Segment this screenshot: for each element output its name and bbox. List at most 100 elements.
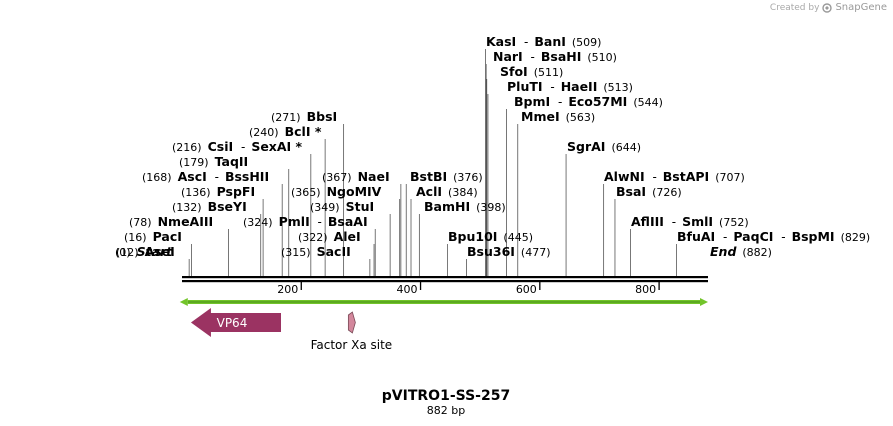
site-enzyme-name: SfoI	[500, 64, 528, 79]
credit: Created by SnapGene	[770, 2, 887, 13]
site-label: (324) PmlI - BsaAI	[243, 214, 368, 229]
site-separator: -	[547, 80, 555, 94]
site-separator: -	[649, 170, 657, 184]
site-enzyme-name: SacII	[317, 244, 351, 259]
site-label: BstBI (376)	[410, 169, 483, 184]
site-enzyme-name: BssHII	[225, 169, 269, 184]
features: VP64 Factor Xa site	[190, 308, 392, 352]
site-enzyme-name: Bsu36I	[467, 244, 515, 259]
ruler-tick-label: 800	[635, 283, 656, 296]
orf-arrowhead-left	[179, 298, 188, 306]
site-enzyme-name: HaeII	[561, 79, 598, 94]
site-label: (322) AleI	[298, 229, 361, 244]
site-enzyme-name: CsiI	[208, 139, 234, 154]
site-enzyme-name: BfuAI	[677, 229, 715, 244]
site-position: (324)	[243, 216, 273, 229]
site-position: (882)	[742, 246, 772, 259]
site-enzyme-name: End	[710, 244, 737, 259]
site-label: (179) TaqII	[179, 154, 248, 169]
site-position: (179)	[179, 156, 209, 169]
site-label: SgrAI (644)	[567, 139, 641, 154]
site-label: KasI - BanI (509)	[486, 34, 601, 49]
site-position: (726)	[652, 186, 682, 199]
site-position: (445)	[503, 231, 533, 244]
feature-factor-xa-arrow	[347, 311, 356, 334]
site-position: (509)	[572, 36, 602, 49]
site-enzyme-name: BsaHI	[541, 49, 582, 64]
site-position: (384)	[448, 186, 478, 199]
site-label: AflIII - SmlI (752)	[631, 214, 749, 229]
site-enzyme-name: AclI	[416, 184, 442, 199]
site-enzyme-name: SmlI	[682, 214, 713, 229]
site-position: (315)	[281, 246, 311, 259]
site-position: (544)	[633, 96, 663, 109]
site-enzyme-name: NarI	[493, 49, 523, 64]
site-label: MmeI (563)	[521, 109, 595, 124]
orf-arrow	[179, 298, 708, 306]
credit-prefix: Created by	[769, 2, 820, 13]
site-separator: -	[527, 50, 535, 64]
site-enzyme-name: BanI	[534, 34, 566, 49]
orf-arrowhead-right	[700, 298, 708, 306]
site-label: (271) BbsI	[271, 109, 337, 124]
site-label: BpmI - Eco57MI (544)	[514, 94, 663, 109]
site-position: (271)	[271, 111, 301, 124]
site-enzyme-name: BspMI	[792, 229, 835, 244]
site-position: (398)	[476, 201, 506, 214]
site-label: BamHI (398)	[424, 199, 506, 214]
site-label: BsaI (726)	[616, 184, 682, 199]
site-enzyme-name: TaqII	[215, 154, 249, 169]
site-position: (240)	[249, 126, 279, 139]
feature-vp64-arrow	[190, 308, 281, 337]
ruler-tick-label: 200	[277, 283, 298, 296]
site-enzyme-name: AlwNI	[604, 169, 645, 184]
site-position: (829)	[841, 231, 871, 244]
credit-brand: SnapGene	[835, 2, 887, 13]
site-enzyme-name: BstAPI	[663, 169, 709, 184]
site-position: (168)	[142, 171, 172, 184]
site-enzyme-name: Bpu10I	[448, 229, 497, 244]
site-position: (216)	[172, 141, 202, 154]
site-label: NarI - BsaHI (510)	[493, 49, 617, 64]
site-label: (12) AseI	[116, 244, 175, 259]
site-enzyme-name: BclI *	[285, 124, 322, 139]
site-enzyme-name: MmeI	[521, 109, 560, 124]
site-enzyme-name: PacI	[153, 229, 182, 244]
site-enzyme-name: NmeAIII	[158, 214, 214, 229]
site-enzyme-name: BseYI	[208, 199, 247, 214]
plasmid-length: 882 bp	[427, 404, 465, 417]
site-label: (367) NaeI	[322, 169, 390, 184]
site-separator: -	[554, 95, 562, 109]
site-position: (707)	[715, 171, 745, 184]
site-enzyme-name: PaqCI	[733, 229, 773, 244]
site-enzyme-name: KasI	[486, 34, 516, 49]
site-separator: -	[237, 140, 245, 154]
site-position: (511)	[534, 66, 564, 79]
site-position: (136)	[181, 186, 211, 199]
site-label: (16) PacI	[124, 229, 182, 244]
site-position: (78)	[129, 216, 152, 229]
site-label: BfuAI - PaqCI - BspMI (829)	[677, 229, 870, 244]
site-position: (16)	[124, 231, 147, 244]
site-label: (168) AscI - BssHII	[142, 169, 269, 184]
site-separator: -	[719, 230, 727, 244]
site-position: (0)	[115, 246, 131, 259]
site-enzyme-name: SgrAI	[567, 139, 605, 154]
ruler: 200 400 600 800	[277, 282, 660, 296]
site-position: (322)	[298, 231, 328, 244]
backbone	[182, 276, 708, 283]
site-position: (644)	[611, 141, 641, 154]
site-position: (510)	[587, 51, 617, 64]
site-label: AlwNI - BstAPI (707)	[604, 169, 745, 184]
site-position: (513)	[603, 81, 633, 94]
site-label: (349) StuI	[310, 199, 374, 214]
snapgene-logo-icon	[822, 2, 833, 13]
site-label: (216) CsiI - SexAI *	[172, 139, 303, 154]
site-enzyme-name: PmlI	[279, 214, 310, 229]
site-enzyme-name: NgoMIV	[327, 184, 382, 199]
site-label: (240) BclI *	[249, 124, 322, 139]
site-enzyme-name: AflIII	[631, 214, 664, 229]
site-enzyme-name: NaeI	[358, 169, 390, 184]
site-enzyme-name: PspFI	[217, 184, 256, 199]
